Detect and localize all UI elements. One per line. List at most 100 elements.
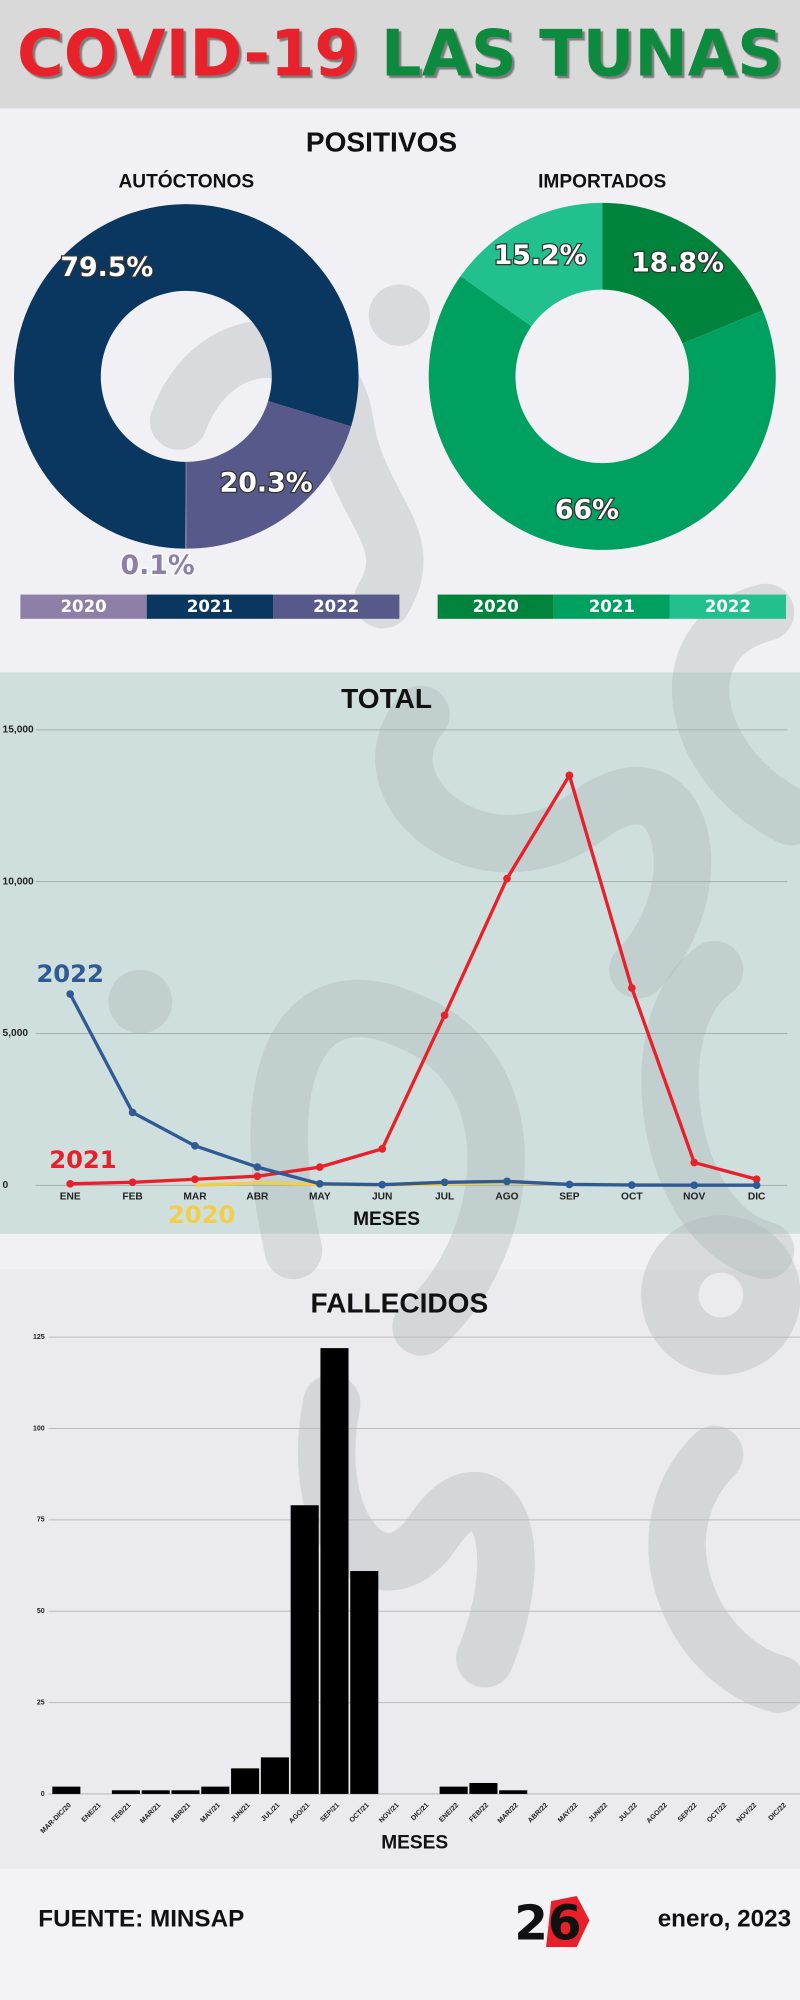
legend-label: 2021 bbox=[187, 597, 233, 616]
point bbox=[378, 1145, 387, 1153]
x-tick-label: ENE bbox=[60, 1191, 81, 1202]
donut-slice bbox=[428, 276, 776, 550]
bar bbox=[350, 1571, 379, 1794]
x-tick-label: MAR bbox=[183, 1191, 207, 1202]
y-tick-label: 10,000 bbox=[3, 876, 34, 887]
section-title: POSITIVOS bbox=[306, 127, 457, 158]
bar bbox=[260, 1757, 289, 1794]
point bbox=[253, 1172, 262, 1181]
x-tick-label: AGO bbox=[495, 1191, 518, 1202]
bar bbox=[201, 1786, 230, 1794]
title-green: LAS TUNAS bbox=[381, 17, 783, 91]
point bbox=[503, 1177, 511, 1186]
bar bbox=[439, 1786, 468, 1794]
series-name: 2022 bbox=[36, 959, 103, 988]
x-axis-label: MESES bbox=[353, 1209, 420, 1230]
point bbox=[690, 1181, 699, 1190]
total-band bbox=[0, 672, 800, 1234]
point bbox=[627, 984, 636, 992]
y-tick-label: 15,000 bbox=[3, 725, 34, 736]
point bbox=[128, 1178, 137, 1187]
x-tick-label: DIC bbox=[748, 1191, 766, 1202]
bar bbox=[231, 1768, 260, 1794]
legend-swatch bbox=[437, 594, 554, 619]
x-tick-label: NOV bbox=[683, 1191, 705, 1202]
point bbox=[191, 1175, 199, 1184]
bar bbox=[111, 1790, 140, 1794]
point bbox=[66, 990, 75, 998]
pie-title: IMPORTADOS bbox=[538, 172, 666, 193]
legend-swatch bbox=[20, 594, 147, 619]
donut-slice bbox=[460, 202, 603, 327]
y-tick-label: 100 bbox=[33, 1425, 45, 1432]
slice-label: 79.5% bbox=[60, 252, 153, 283]
point bbox=[690, 1158, 699, 1167]
point bbox=[752, 1175, 761, 1184]
y-tick-label: 0 bbox=[41, 1791, 45, 1798]
y-tick-label: 25 bbox=[37, 1699, 45, 1706]
title-red: COVID-19 bbox=[17, 17, 359, 91]
legend-label: 2021 bbox=[589, 597, 635, 616]
series-line bbox=[70, 773, 758, 1186]
fallecidos-band bbox=[0, 1269, 800, 1870]
footer-band bbox=[0, 1869, 800, 2000]
footer-logo: 26 bbox=[514, 1896, 581, 1952]
header-title: COVID-19 LAS TUNAS bbox=[17, 17, 783, 91]
slice-label: 66% bbox=[555, 494, 619, 525]
footer-date: enero, 2023 bbox=[658, 1906, 791, 1933]
legend-label: 2022 bbox=[313, 597, 359, 616]
y-tick-label: 50 bbox=[37, 1608, 45, 1615]
point bbox=[503, 874, 511, 883]
point bbox=[191, 1142, 199, 1150]
legend-swatch bbox=[146, 594, 274, 619]
point bbox=[315, 1179, 324, 1188]
x-tick-label: FEB bbox=[122, 1191, 142, 1202]
slice-label: 20.3% bbox=[220, 467, 313, 498]
chart-title: TOTAL bbox=[341, 683, 432, 714]
donut-slice bbox=[185, 461, 187, 549]
point bbox=[128, 1108, 137, 1117]
slice-label: 18.8% bbox=[631, 248, 724, 279]
x-tick-label: JUL bbox=[435, 1191, 454, 1202]
x-tick-label: SEP bbox=[559, 1191, 580, 1202]
point bbox=[627, 1181, 636, 1189]
bar bbox=[52, 1786, 81, 1794]
point bbox=[565, 1180, 574, 1189]
legend-label: 2020 bbox=[473, 597, 519, 616]
point bbox=[752, 1181, 761, 1190]
x-tick-label: MAY bbox=[309, 1191, 331, 1202]
legend-label: 2022 bbox=[705, 597, 751, 616]
series-name: 2021 bbox=[49, 1145, 116, 1174]
donut-slice bbox=[186, 401, 352, 549]
donut-slice bbox=[602, 202, 763, 344]
donut-slice bbox=[14, 204, 359, 549]
series-line bbox=[68, 993, 757, 1187]
bar bbox=[499, 1790, 528, 1794]
bar bbox=[469, 1782, 498, 1794]
slice-label: 15.2% bbox=[494, 240, 587, 271]
legend-swatch bbox=[553, 594, 670, 619]
point bbox=[253, 1163, 262, 1171]
point bbox=[440, 1011, 449, 1020]
point bbox=[66, 1179, 75, 1188]
y-tick-label: 75 bbox=[37, 1517, 45, 1524]
pie-title: AUTÓCTONOS bbox=[118, 171, 254, 193]
y-tick-label: 0 bbox=[3, 1180, 9, 1191]
logo-shape bbox=[546, 1896, 590, 1948]
point bbox=[378, 1180, 387, 1189]
point bbox=[565, 771, 574, 780]
legend-label: 2020 bbox=[61, 597, 107, 616]
point bbox=[440, 1178, 449, 1187]
footer-source: FUENTE: MINSAP bbox=[38, 1906, 244, 1933]
bar bbox=[320, 1348, 349, 1794]
x-tick-label: OCT bbox=[621, 1191, 643, 1202]
legend-swatch bbox=[669, 594, 786, 619]
legend-swatch bbox=[273, 594, 400, 619]
bar bbox=[171, 1790, 200, 1794]
decor bbox=[108, 284, 800, 1713]
bar bbox=[141, 1790, 170, 1794]
series-name: 2020 bbox=[168, 1200, 235, 1229]
x-axis-label: MESES bbox=[381, 1833, 448, 1854]
